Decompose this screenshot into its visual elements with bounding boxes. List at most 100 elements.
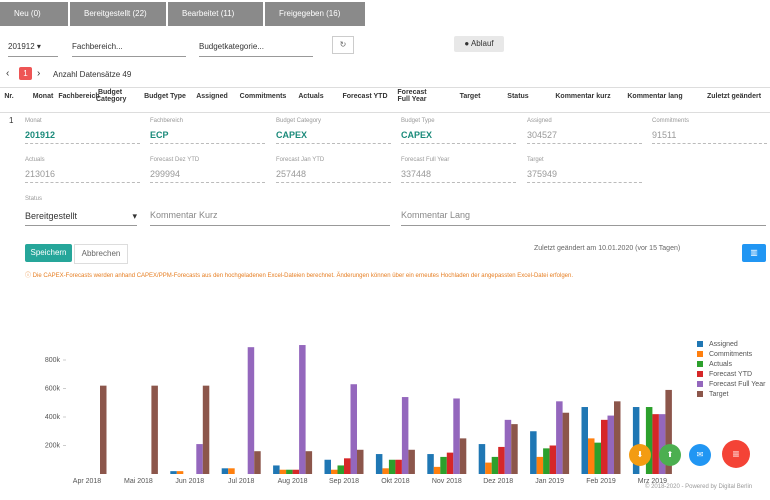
field-label: Fachbereich [150, 118, 183, 124]
tab[interactable]: Freigegeben (16) [265, 2, 365, 26]
column-header: Budget Type [140, 93, 190, 100]
x-tick-label: Nov 2018 [432, 478, 462, 485]
legend-swatch [697, 341, 703, 347]
bar [100, 386, 107, 474]
bar [177, 471, 184, 474]
bar [543, 448, 550, 474]
bar [479, 444, 486, 474]
field-label: Monat [25, 118, 42, 124]
bar [427, 454, 434, 474]
comment-long[interactable]: Kommentar Lang [401, 210, 766, 226]
field-label: Actuals [25, 157, 45, 163]
bar [344, 458, 351, 474]
category: Budgetkategorie... [199, 42, 264, 51]
mail-fab[interactable]: ✉ [689, 444, 711, 466]
category-select[interactable]: Budgetkategorie... [199, 42, 313, 57]
field-label: Target [527, 157, 544, 163]
legend-label: Commitments [709, 351, 753, 358]
field-value: 375949 [527, 169, 642, 183]
bar [556, 401, 563, 474]
menu-fab[interactable]: ≡ [722, 440, 750, 468]
field-value: CAPEX [276, 130, 391, 144]
column-header: Kommentar kurz [552, 93, 614, 100]
flow-label: Ablauf [471, 39, 494, 48]
department: Fachbereich... [72, 42, 123, 51]
bar [351, 384, 358, 474]
field-value: 257448 [276, 169, 391, 183]
next[interactable]: › [37, 68, 40, 79]
bar [286, 470, 293, 474]
field-label: Budget Category [276, 118, 321, 124]
field-value: 213016 [25, 169, 140, 183]
bar [170, 471, 177, 474]
count: Anzahl Datensätze 49 [53, 70, 131, 79]
comment-short[interactable]: Kommentar Kurz [150, 210, 390, 226]
column-header: Actuals [294, 93, 328, 100]
bar [228, 468, 235, 474]
bar [408, 450, 415, 474]
column-header: Status [503, 93, 533, 100]
column-header: Monat [28, 93, 58, 100]
legend-swatch [697, 351, 703, 357]
bar [254, 451, 261, 474]
bar [299, 345, 306, 474]
refresh-button[interactable]: ↻ [332, 36, 354, 54]
legend-label: Actuals [709, 361, 732, 368]
field-value: ECP [150, 130, 265, 144]
status-value: Bereitgestellt [25, 211, 77, 221]
field-value: 304527 [527, 130, 642, 144]
column-header: Budget Category [96, 89, 124, 103]
tab[interactable]: Bereitgestellt (22) [70, 2, 166, 26]
column-header: Kommentar lang [624, 93, 686, 100]
tab[interactable]: Neu (0) [0, 2, 68, 26]
chart: 200k400k600k800kApr 2018Mai 2018Jun 2018… [0, 330, 770, 500]
department-select[interactable]: Fachbereich... [72, 42, 186, 57]
field-label: Forecast Dez YTD [150, 157, 199, 163]
status-label: Status [25, 196, 42, 202]
tab[interactable]: Bearbeitet (11) [168, 2, 263, 26]
bar [382, 468, 389, 474]
column-header: Fachbereich [58, 93, 100, 100]
download-fab[interactable]: ⬇ [629, 444, 651, 466]
cancel-button[interactable]: Abbrechen [74, 244, 128, 264]
page[interactable]: 1 [19, 67, 32, 80]
column-header: Zuletzt geändert [700, 93, 768, 100]
bar [203, 386, 210, 474]
x-tick-label: Jan 2019 [535, 478, 564, 485]
flow-button[interactable]: ● Ablauf [454, 36, 504, 52]
field-label: Forecast Jan YTD [276, 157, 324, 163]
x-tick-label: Feb 2019 [586, 478, 616, 485]
count-value: 49 [122, 70, 131, 79]
prev[interactable]: ‹ [6, 68, 9, 79]
x-tick-label: Dez 2018 [483, 478, 513, 485]
bar [652, 414, 659, 474]
chart-button[interactable]: ▥ [742, 244, 766, 262]
status-select[interactable]: Bereitgestellt▾ [25, 211, 137, 226]
month-select[interactable]: 201912 ▾ [8, 42, 58, 57]
x-tick-label: Apr 2018 [73, 478, 102, 485]
bar [582, 407, 589, 474]
bar [447, 453, 454, 474]
bar [608, 416, 615, 474]
bar [498, 447, 505, 474]
column-header: Nr. [0, 93, 18, 100]
bar [434, 467, 441, 474]
legend-swatch [697, 361, 703, 367]
save-button[interactable]: Speichern [25, 244, 72, 262]
bar [325, 460, 332, 474]
bar [485, 463, 492, 474]
bar [530, 431, 537, 474]
bar [492, 457, 499, 474]
upload-fab[interactable]: ⬆ [659, 444, 681, 466]
field-value: 299994 [150, 169, 265, 183]
bar [151, 386, 158, 474]
bar [357, 450, 364, 474]
bar [646, 407, 653, 474]
column-header: Forecast Full Year [392, 89, 432, 103]
field-label: Assigned [527, 118, 552, 124]
bar [389, 460, 396, 474]
legend-label: Assigned [709, 341, 738, 348]
x-tick-label: Sep 2018 [329, 478, 359, 485]
bar [293, 470, 300, 474]
bar [550, 446, 557, 475]
